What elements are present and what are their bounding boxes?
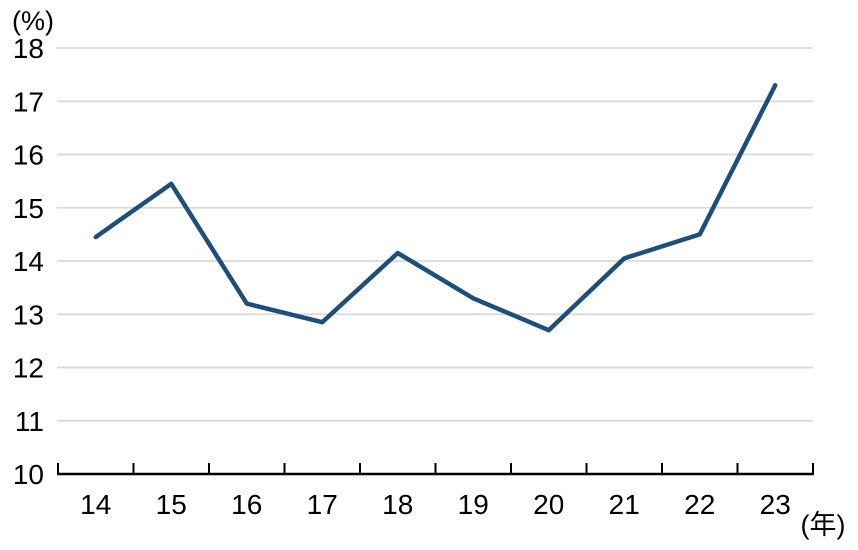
y-tick-label: 17 [13, 86, 44, 117]
y-tick-label: 16 [13, 140, 44, 171]
gridlines [57, 47, 813, 422]
y-tick-label: 18 [13, 33, 44, 64]
y-axis-tick-labels: 10 11 12 13 14 15 16 17 18 [13, 33, 44, 490]
x-tick-label: 16 [231, 489, 262, 520]
x-tick-label: 22 [684, 489, 715, 520]
x-tick-label: 15 [156, 489, 187, 520]
y-tick-label: 12 [13, 353, 44, 384]
y-tick-label: 11 [15, 406, 44, 437]
y-axis-unit-label: (%) [12, 6, 54, 36]
y-tick-label: 13 [13, 299, 44, 330]
y-tick-label: 14 [13, 246, 44, 277]
x-axis-tick-labels: 14 15 16 17 18 19 20 21 22 23 [80, 489, 791, 520]
y-tick-label: 15 [13, 193, 44, 224]
x-tick-label: 20 [533, 489, 564, 520]
data-series [93, 83, 778, 333]
data-series-line [93, 83, 778, 333]
y-tick-label: 10 [13, 459, 44, 490]
x-tick-label: 18 [382, 489, 413, 520]
x-tick-label: 14 [80, 489, 111, 520]
x-tick-label: 23 [760, 489, 791, 520]
x-tick-label: 19 [458, 489, 489, 520]
x-axis [57, 463, 814, 476]
x-tick-label: 21 [609, 489, 640, 520]
x-tick-label: 17 [307, 489, 338, 520]
x-axis-unit-label: (年) [801, 510, 846, 540]
